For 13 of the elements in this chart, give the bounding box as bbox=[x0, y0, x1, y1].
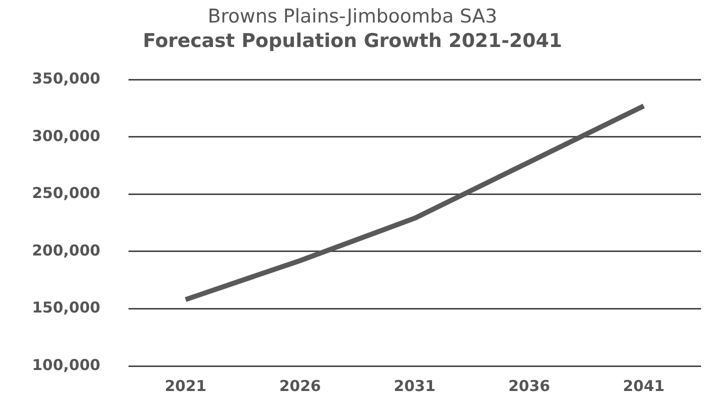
x-tick-label: 2036 bbox=[508, 376, 550, 395]
y-tick-label: 350,000 bbox=[32, 69, 100, 88]
y-tick-label: 100,000 bbox=[32, 356, 100, 374]
chart-subtitle: Forecast Population Growth 2021-2041 bbox=[142, 30, 562, 52]
y-tick-label: 150,000 bbox=[32, 298, 100, 317]
x-tick-label: 2026 bbox=[279, 376, 321, 395]
x-tick-label: 2021 bbox=[164, 376, 206, 395]
x-tick-label: 2041 bbox=[622, 376, 665, 395]
y-tick-label: 200,000 bbox=[32, 241, 100, 260]
y-tick-label: 250,000 bbox=[32, 184, 100, 202]
x-tick-label: 2031 bbox=[394, 376, 436, 395]
y-tick-label: 300,000 bbox=[32, 126, 100, 145]
chart-title: Browns Plains-Jimboomba SA3 bbox=[208, 5, 498, 28]
